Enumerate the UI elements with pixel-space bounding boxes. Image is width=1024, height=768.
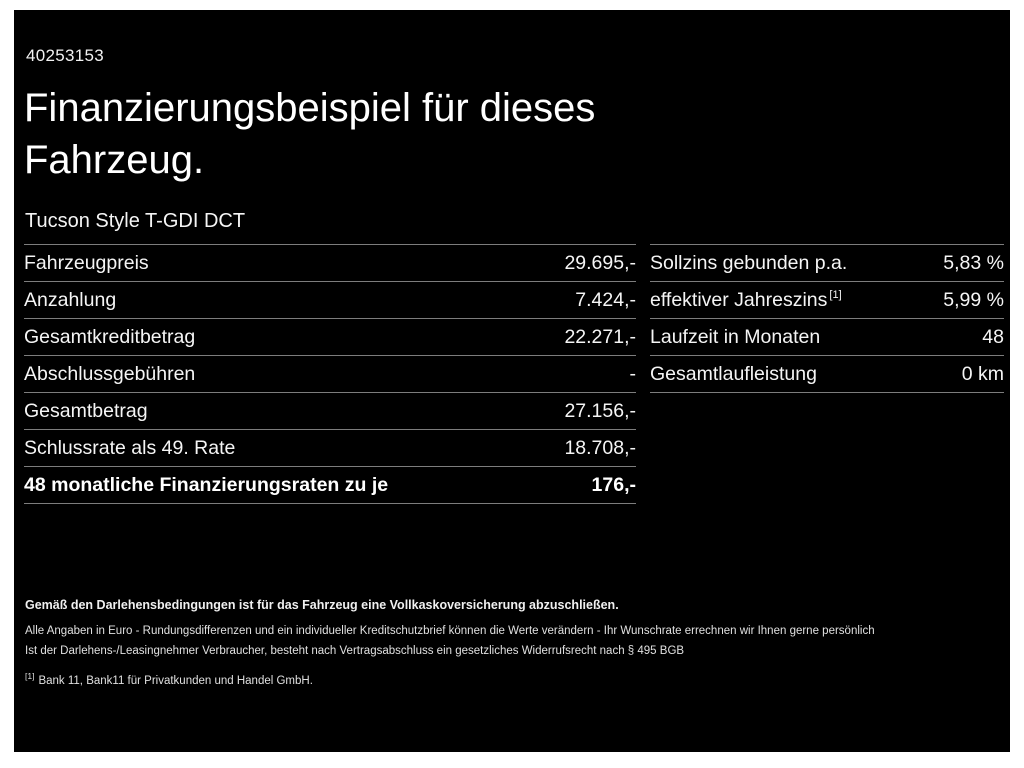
row-label: Anzahlung [24,288,117,311]
footnote-text: Bank 11, Bank11 für Privatkunden und Han… [38,674,313,687]
row-label: Sollzins gebunden p.a. [650,251,848,274]
table-row: Abschlussgebühren - [24,356,636,393]
table-row: Gesamtkreditbetrag 22.271,- [24,319,636,356]
row-label: Laufzeit in Monaten [650,325,821,348]
row-label: Gesamtlaufleistung [650,362,817,385]
content-area: 40253153 Finanzierungsbeispiel für diese… [14,10,1010,752]
row-value: 5,83 % [943,251,1004,274]
table-row: Sollzins gebunden p.a. 5,83 % [650,245,1004,282]
footnote-marker: [1] [25,671,35,681]
table-row: Fahrzeugpreis 29.695,- [24,245,636,282]
vehicle-model: Tucson Style T-GDI DCT [25,210,246,232]
row-value: - [629,362,637,385]
row-value: 22.271,- [564,325,636,348]
row-label: 48 monatliche Finanzierungsraten zu je [24,473,389,496]
row-value: 7.424,- [575,288,636,311]
row-label: effektiver Jahreszins [1] [650,288,842,311]
row-value: 5,99 % [943,288,1004,311]
row-label: Fahrzeugpreis [24,251,149,274]
footnote-marker: [1] [829,289,842,301]
disclaimer-insurance: Gemäß den Darlehensbedingungen ist für d… [25,598,619,612]
table-row: Gesamtlaufleistung 0 km [650,356,1004,393]
table-row: effektiver Jahreszins [1] 5,99 % [650,282,1004,319]
table-row: Laufzeit in Monaten 48 [650,319,1004,356]
page-title-line2: Fahrzeug. [24,138,205,182]
row-label: Abschlussgebühren [24,362,196,385]
table-row: Schlussrate als 49. Rate 18.708,- [24,430,636,467]
row-value: 176,- [591,473,636,496]
row-label: Schlussrate als 49. Rate [24,436,236,459]
table-row-monthly-rate: 48 monatliche Finanzierungsraten zu je 1… [24,467,636,504]
row-label: Gesamtkreditbetrag [24,325,196,348]
finance-table-right: Sollzins gebunden p.a. 5,83 % effektiver… [650,244,1004,393]
row-value: 48 [982,325,1004,348]
row-value: 0 km [961,362,1004,385]
finance-table-left: Fahrzeugpreis 29.695,- Anzahlung 7.424,-… [24,244,636,504]
table-row: Anzahlung 7.424,- [24,282,636,319]
footnote: [1] Bank 11, Bank11 für Privatkunden und … [25,671,990,687]
page-title: Finanzierungsbeispiel für dieses Fahrzeu… [24,82,595,186]
vehicle-id: 40253153 [26,46,105,65]
footer-disclaimer: Gemäß den Darlehensbedingungen ist für d… [25,598,990,687]
table-row: Gesamtbetrag 27.156,- [24,393,636,430]
row-value: 27.156,- [564,399,636,422]
row-value: 18.708,- [564,436,636,459]
disclaimer-widerruf: Ist der Darlehens-/Leasingnehmer Verbrau… [25,645,685,657]
disclaimer-euro: Alle Angaben in Euro - Rundungsdifferenz… [25,625,875,637]
row-value: 29.695,- [564,251,636,274]
row-label: Gesamtbetrag [24,399,148,422]
page-title-line1: Finanzierungsbeispiel für dieses [24,86,596,130]
